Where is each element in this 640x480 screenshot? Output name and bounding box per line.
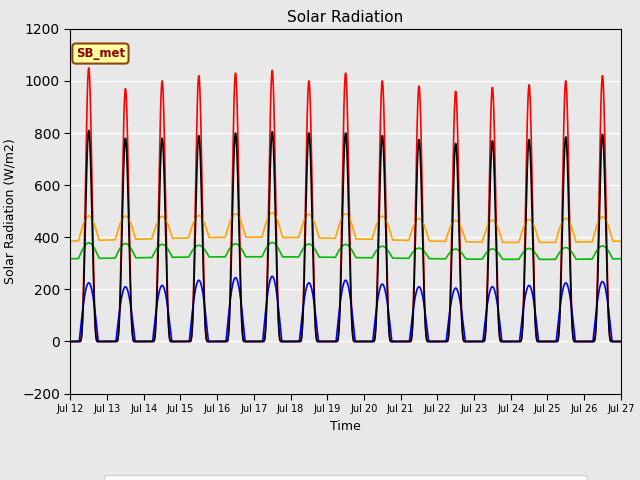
X-axis label: Time: Time	[330, 420, 361, 432]
Text: SB_met: SB_met	[76, 47, 125, 60]
Legend: SW_in, SW_out, LW_in, LW_out, Rnet: SW_in, SW_out, LW_in, LW_out, Rnet	[104, 475, 587, 480]
Y-axis label: Solar Radiation (W/m2): Solar Radiation (W/m2)	[4, 138, 17, 284]
Title: Solar Radiation: Solar Radiation	[287, 10, 404, 25]
